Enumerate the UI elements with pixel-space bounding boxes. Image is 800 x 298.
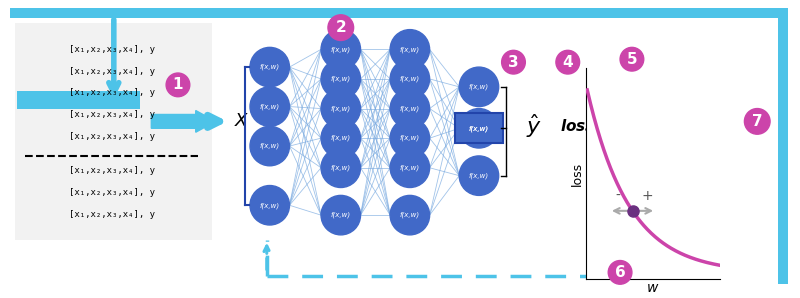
FancyBboxPatch shape: [15, 23, 213, 240]
Text: 1: 1: [173, 77, 183, 92]
Text: f(x,w): f(x,w): [400, 135, 420, 142]
Text: f(x,w): f(x,w): [469, 173, 489, 179]
Circle shape: [390, 89, 430, 128]
Text: f(x,w): f(x,w): [469, 125, 489, 131]
Circle shape: [556, 50, 580, 74]
Circle shape: [321, 59, 361, 99]
Text: 6: 6: [614, 265, 626, 280]
Circle shape: [321, 148, 361, 187]
Circle shape: [250, 186, 290, 225]
FancyBboxPatch shape: [455, 114, 502, 143]
Text: 4: 4: [562, 55, 573, 70]
Text: f(x,w): f(x,w): [400, 164, 420, 171]
Text: f(x,w): f(x,w): [330, 46, 351, 52]
FancyBboxPatch shape: [17, 91, 141, 108]
Text: [x₁,x₂,x₃,x₄], y: [x₁,x₂,x₃,x₄], y: [70, 132, 155, 141]
Circle shape: [390, 148, 430, 187]
Text: f(x,w): f(x,w): [330, 76, 351, 82]
Circle shape: [166, 73, 190, 97]
Text: f(x,w): f(x,w): [260, 64, 280, 70]
Text: [x₁,x₂,x₃,x₄], y: [x₁,x₂,x₃,x₄], y: [70, 110, 155, 119]
Text: 7: 7: [752, 114, 762, 129]
Text: f(x,w): f(x,w): [260, 143, 280, 149]
Circle shape: [321, 30, 361, 69]
Text: 2: 2: [335, 20, 346, 35]
Text: 5: 5: [626, 52, 638, 67]
Text: [x₁,x₂,x₃,x₄], y: [x₁,x₂,x₃,x₄], y: [70, 66, 155, 76]
Circle shape: [321, 89, 361, 128]
Text: $\hat{y}$: $\hat{y}$: [526, 112, 542, 140]
Text: 3: 3: [508, 55, 519, 70]
Text: f(x,w): f(x,w): [260, 103, 280, 110]
Circle shape: [390, 30, 430, 69]
Text: f(x,w): f(x,w): [330, 135, 351, 142]
Text: f(x,w): f(x,w): [469, 84, 489, 90]
Text: $\bfit{loss} = f'(y,\hat{y})$: $\bfit{loss} = f'(y,\hat{y})$: [560, 116, 668, 137]
Circle shape: [250, 126, 290, 166]
Text: f(x,w): f(x,w): [400, 76, 420, 82]
Circle shape: [390, 195, 430, 235]
Text: f(x,w): f(x,w): [469, 125, 489, 131]
Text: f(x,w): f(x,w): [400, 212, 420, 218]
FancyArrow shape: [151, 111, 215, 132]
Circle shape: [328, 15, 354, 41]
Circle shape: [321, 195, 361, 235]
Text: f(x,w): f(x,w): [400, 46, 420, 52]
Circle shape: [608, 260, 632, 284]
FancyBboxPatch shape: [10, 8, 788, 18]
Circle shape: [390, 59, 430, 99]
FancyBboxPatch shape: [778, 8, 788, 284]
Circle shape: [620, 47, 644, 71]
Text: [x₁,x₂,x₃,x₄], y: [x₁,x₂,x₃,x₄], y: [70, 210, 155, 219]
Text: $X$: $X$: [234, 112, 250, 131]
Text: f(x,w): f(x,w): [260, 202, 280, 209]
Circle shape: [745, 108, 770, 134]
Circle shape: [250, 47, 290, 87]
Circle shape: [459, 108, 498, 148]
Text: [x₁,x₂,x₃,x₄], y: [x₁,x₂,x₃,x₄], y: [70, 45, 155, 54]
Circle shape: [459, 156, 498, 195]
Circle shape: [459, 67, 498, 107]
Circle shape: [502, 50, 526, 74]
Text: [x₁,x₂,x₃,x₄], y: [x₁,x₂,x₃,x₄], y: [70, 188, 155, 197]
Text: f(x,w): f(x,w): [330, 105, 351, 112]
Text: f(x,w): f(x,w): [400, 105, 420, 112]
Text: f(x,w): f(x,w): [330, 164, 351, 171]
Text: [x₁,x₂,x₃,x₄], y: [x₁,x₂,x₃,x₄], y: [70, 88, 155, 97]
Text: f(x,w): f(x,w): [330, 212, 351, 218]
Circle shape: [250, 87, 290, 126]
Text: [x₁,x₂,x₃,x₄], y: [x₁,x₂,x₃,x₄], y: [70, 166, 155, 175]
Circle shape: [321, 118, 361, 158]
Circle shape: [390, 118, 430, 158]
